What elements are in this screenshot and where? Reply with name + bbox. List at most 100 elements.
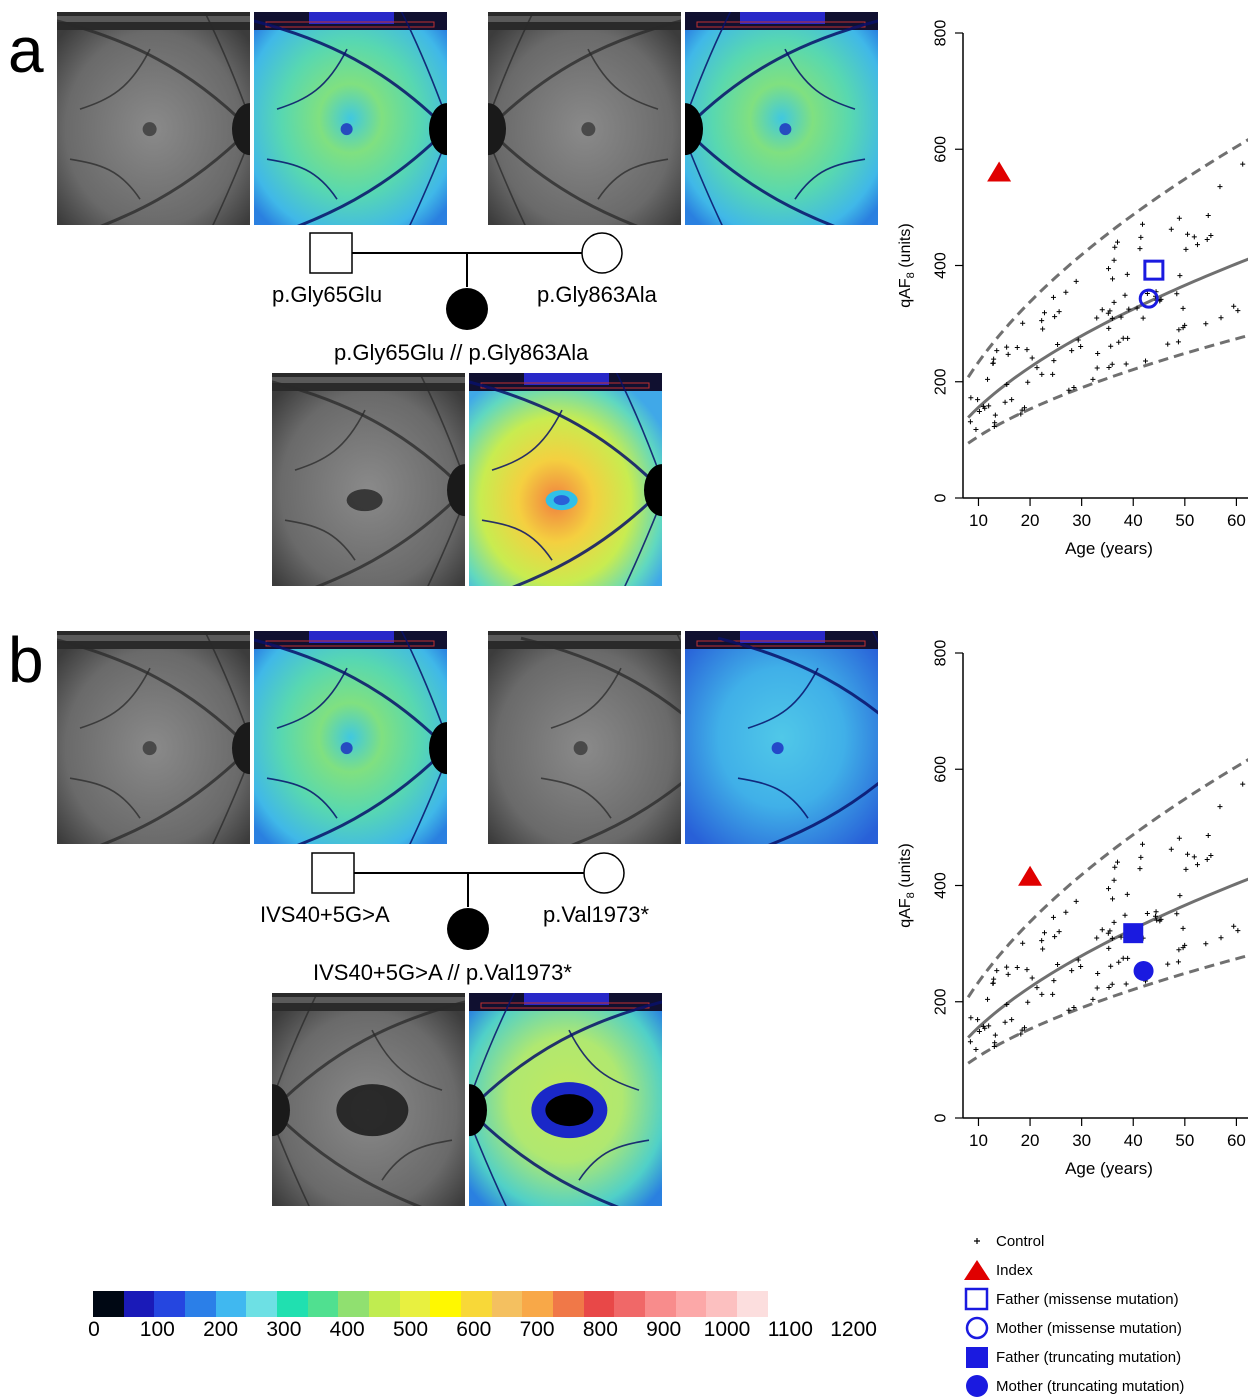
control-point [1020, 320, 1026, 326]
color-scale-segment [369, 1291, 400, 1317]
control-point [1111, 299, 1117, 305]
color-scale-segment [461, 1291, 492, 1317]
control-point [1014, 345, 1020, 351]
control-point [1039, 318, 1045, 324]
x-tick-label: 30 [1072, 511, 1091, 530]
y-tick-label: 200 [933, 988, 950, 1015]
color-scale-segment [706, 1291, 738, 1317]
fundus-heatmap-image [685, 631, 878, 844]
control-point [1122, 292, 1128, 298]
control-point [1040, 946, 1046, 952]
control-point [1041, 310, 1047, 316]
control-point [1143, 358, 1149, 364]
control-point [1154, 917, 1160, 923]
control-point [1039, 991, 1045, 997]
legend-symbol-filled-square [962, 1345, 992, 1369]
legend-symbol-plus [962, 1229, 992, 1253]
control-point [1106, 266, 1112, 272]
control-point [1066, 387, 1072, 393]
control-point [1124, 891, 1130, 897]
control-point [1180, 925, 1186, 931]
control-point [1218, 315, 1224, 321]
color-scale-tick-label: 600 [456, 1318, 492, 1341]
control-point [1022, 405, 1028, 411]
color-scale-segment [645, 1291, 676, 1317]
fundus-autofluorescence-image [488, 12, 681, 225]
color-scale-tick-label: 1100 [767, 1318, 813, 1341]
control-point [1004, 964, 1010, 970]
control-point [1094, 315, 1100, 321]
control-point [1109, 981, 1115, 987]
x-tick-label: 20 [1021, 1131, 1040, 1150]
y-tick-label: 0 [933, 1113, 950, 1122]
y-tick-label: 0 [933, 493, 950, 502]
control-point [1177, 893, 1183, 899]
color-scale-bar [93, 1291, 768, 1317]
control-point [1153, 913, 1159, 919]
affected-child-circle [446, 288, 488, 330]
color-scale-segment [338, 1291, 370, 1317]
control-point [1018, 411, 1024, 417]
control-point [1002, 1019, 1008, 1025]
control-point [1051, 978, 1057, 984]
control-point [1111, 877, 1117, 883]
control-point [1208, 232, 1214, 238]
control-point [1203, 321, 1209, 327]
x-tick-label: 40 [1124, 511, 1143, 530]
fundus-heatmap-image [254, 631, 447, 844]
color-scale-segment [399, 1291, 431, 1317]
color-scale-tick-label: 300 [266, 1318, 302, 1341]
color-scale-tick-label: 100 [139, 1318, 175, 1341]
control-point [982, 405, 988, 411]
control-point [1005, 351, 1011, 357]
mother-circle [583, 852, 625, 894]
x-tick-label: 20 [1021, 511, 1040, 530]
control-point [1174, 291, 1180, 297]
control-point [1108, 343, 1114, 349]
legend-label: Father (truncating mutation) [996, 1348, 1182, 1366]
control-point [1055, 342, 1061, 348]
control-point [1073, 278, 1079, 284]
legend-item: Index [962, 1258, 1033, 1282]
control-point [1051, 358, 1057, 364]
control-point [1094, 365, 1100, 371]
control-point [1114, 239, 1120, 245]
control-point [1075, 957, 1081, 963]
x-tick-label: 10 [969, 511, 988, 530]
control-point [1029, 355, 1035, 361]
control-point [1034, 365, 1040, 371]
control-point [1005, 971, 1011, 977]
control-point [1111, 257, 1117, 263]
control-point [973, 1047, 979, 1053]
control-point [1217, 804, 1223, 810]
control-point [976, 1029, 982, 1035]
control-point [968, 1015, 974, 1021]
fundus-autofluorescence-image [57, 12, 250, 225]
color-scale-segment [185, 1291, 216, 1317]
control-point [1123, 981, 1129, 987]
panel-letter-a: a [8, 14, 44, 86]
control-point [1069, 348, 1075, 354]
control-point [1180, 305, 1186, 311]
control-point [1105, 310, 1111, 316]
control-point [1039, 938, 1045, 944]
control-point [1123, 361, 1129, 367]
control-point [1109, 361, 1115, 367]
control-point [976, 409, 982, 415]
color-scale-tick-label: 1000 [703, 1318, 751, 1341]
y-tick-label: 800 [933, 20, 950, 47]
control-point [967, 419, 973, 425]
control-point [1185, 851, 1191, 857]
legend-label: Index [996, 1261, 1033, 1279]
control-point [1063, 909, 1069, 915]
color-scale-segment [583, 1291, 615, 1317]
control-point [1024, 347, 1030, 353]
legend-symbol-open-square [962, 1287, 992, 1311]
control-point [1056, 309, 1062, 315]
control-point [1109, 315, 1115, 321]
father-label-b: IVS40+5G>A [260, 902, 390, 927]
legend-item: Mother (truncating mutation) [962, 1374, 1184, 1398]
control-point [1040, 326, 1046, 332]
x-tick-label: 40 [1124, 1131, 1143, 1150]
legend-item: Father (missense mutation) [962, 1287, 1179, 1311]
